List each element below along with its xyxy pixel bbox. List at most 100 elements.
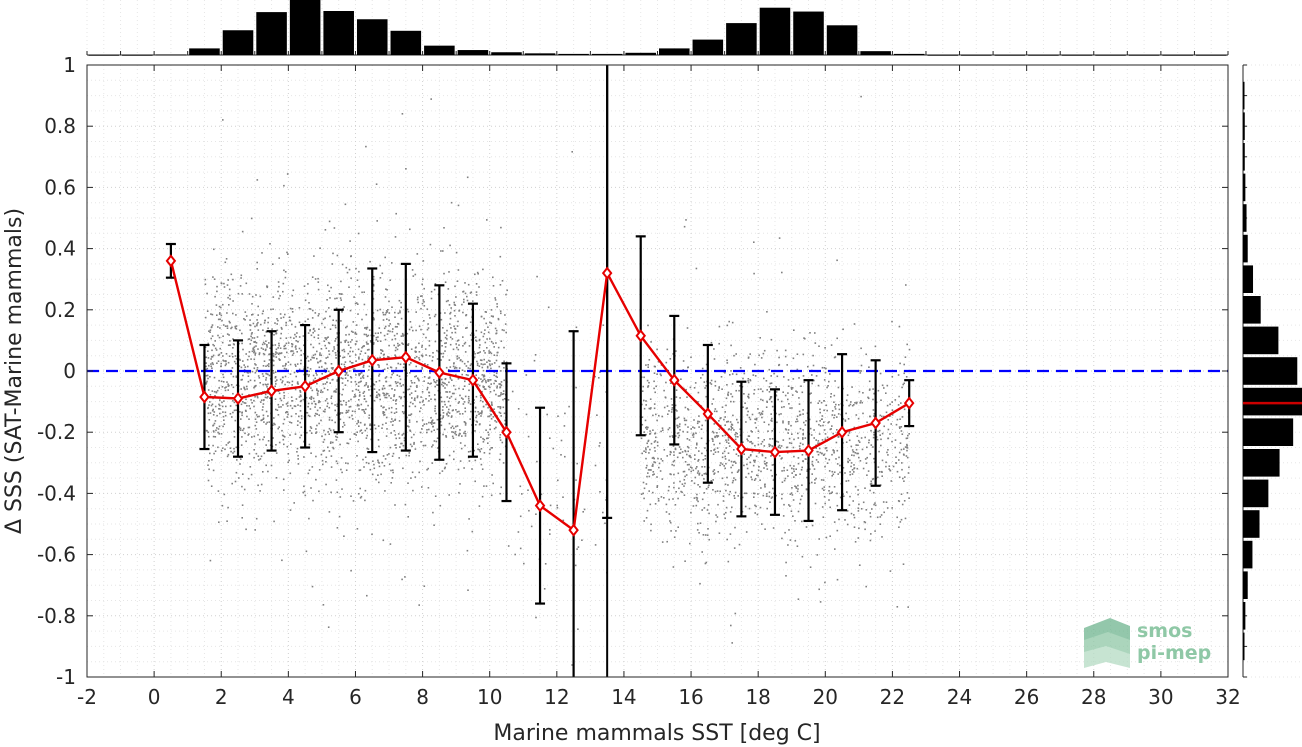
scatter-point	[402, 405, 404, 407]
scatter-point	[663, 497, 665, 499]
scatter-point	[802, 353, 805, 356]
scatter-point	[716, 490, 719, 492]
scatter-point	[461, 413, 464, 415]
scatter-point	[390, 376, 392, 379]
scatter-point	[735, 435, 737, 438]
scatter-point	[264, 383, 267, 386]
scatter-point	[266, 421, 268, 424]
scatter-point	[716, 436, 719, 438]
scatter-point	[363, 291, 365, 293]
scatter-point	[762, 494, 765, 497]
scatter-point	[796, 420, 799, 423]
scatter-point	[288, 381, 291, 384]
scatter-point	[312, 328, 315, 330]
scatter-point	[209, 394, 212, 396]
scatter-point	[242, 348, 244, 351]
scatter-point	[434, 495, 437, 497]
scatter-point	[336, 462, 339, 465]
scatter-point	[412, 329, 414, 332]
scatter-point	[341, 488, 343, 490]
scatter-point	[851, 449, 854, 451]
scatter-point	[357, 421, 360, 424]
scatter-point	[813, 379, 815, 382]
scatter-point	[751, 470, 753, 473]
scatter-point	[401, 332, 404, 335]
scatter-point	[458, 491, 460, 494]
mean-marker	[702, 407, 714, 421]
scatter-point	[377, 425, 380, 427]
scatter-point	[661, 415, 663, 418]
scatter-point	[469, 334, 472, 336]
scatter-point	[642, 385, 644, 388]
scatter-point	[410, 436, 413, 439]
scatter-point	[230, 327, 232, 330]
scatter-point	[727, 393, 729, 395]
scatter-point	[211, 324, 214, 326]
scatter-point	[730, 429, 732, 431]
scatter-point	[659, 470, 662, 472]
scatter-point	[230, 273, 233, 276]
scatter-point	[229, 405, 232, 407]
scatter-point	[770, 413, 772, 415]
scatter-point	[393, 412, 396, 414]
scatter-point	[645, 426, 648, 428]
scatter-point	[825, 404, 828, 407]
scatter-point	[298, 368, 301, 371]
scatter-point	[277, 290, 279, 293]
scatter-point	[891, 414, 894, 416]
scatter-point	[418, 325, 421, 328]
scatter-point	[450, 327, 452, 329]
top-hist-bar	[759, 7, 791, 55]
scatter-point	[436, 379, 438, 382]
scatter-point	[455, 296, 457, 298]
scatter-point	[231, 367, 234, 369]
scatter-point	[721, 456, 724, 459]
scatter-point	[215, 304, 218, 306]
scatter-point	[224, 325, 227, 327]
scatter-point	[426, 308, 429, 310]
scatter-point	[843, 495, 845, 497]
scatter-point	[684, 423, 687, 426]
scatter-point	[430, 398, 432, 400]
scatter-point	[696, 529, 699, 531]
scatter-point	[313, 400, 315, 403]
scatter-point	[721, 388, 723, 390]
scatter-point	[414, 390, 417, 392]
scatter-point	[454, 398, 457, 401]
scatter-point	[489, 424, 491, 426]
scatter-point	[363, 390, 366, 393]
scatter-point	[348, 416, 351, 419]
scatter-point	[213, 390, 216, 393]
scatter-point	[781, 271, 783, 274]
scatter-point	[594, 375, 596, 378]
scatter-point	[557, 479, 559, 482]
scatter-point	[443, 272, 445, 275]
y-tick-labels: -1-0.8-0.6-0.4-0.200.20.40.60.81	[37, 53, 76, 689]
scatter-point	[235, 384, 238, 386]
scatter-point	[500, 340, 503, 342]
scatter-point	[300, 349, 302, 352]
scatter-point	[801, 555, 804, 558]
scatter-point	[492, 276, 494, 279]
scatter-point	[828, 485, 831, 488]
scatter-point	[454, 331, 457, 334]
scatter-point	[696, 499, 698, 501]
scatter-point	[862, 501, 865, 504]
scatter-point	[649, 469, 651, 471]
scatter-point	[858, 503, 860, 506]
scatter-point	[802, 438, 804, 440]
scatter-point	[376, 220, 378, 222]
scatter-point	[493, 354, 496, 356]
scatter-point	[409, 228, 411, 231]
scatter-point	[235, 404, 238, 407]
scatter-point	[791, 487, 793, 489]
scatter-point	[787, 379, 790, 381]
scatter-point	[474, 406, 477, 409]
scatter-point	[329, 315, 331, 318]
scatter-point	[751, 442, 753, 445]
scatter-point	[768, 386, 771, 388]
top-hist-bar	[1095, 54, 1126, 56]
scatter-point	[819, 425, 822, 427]
scatter-point	[845, 412, 847, 415]
scatter-point	[242, 473, 244, 475]
